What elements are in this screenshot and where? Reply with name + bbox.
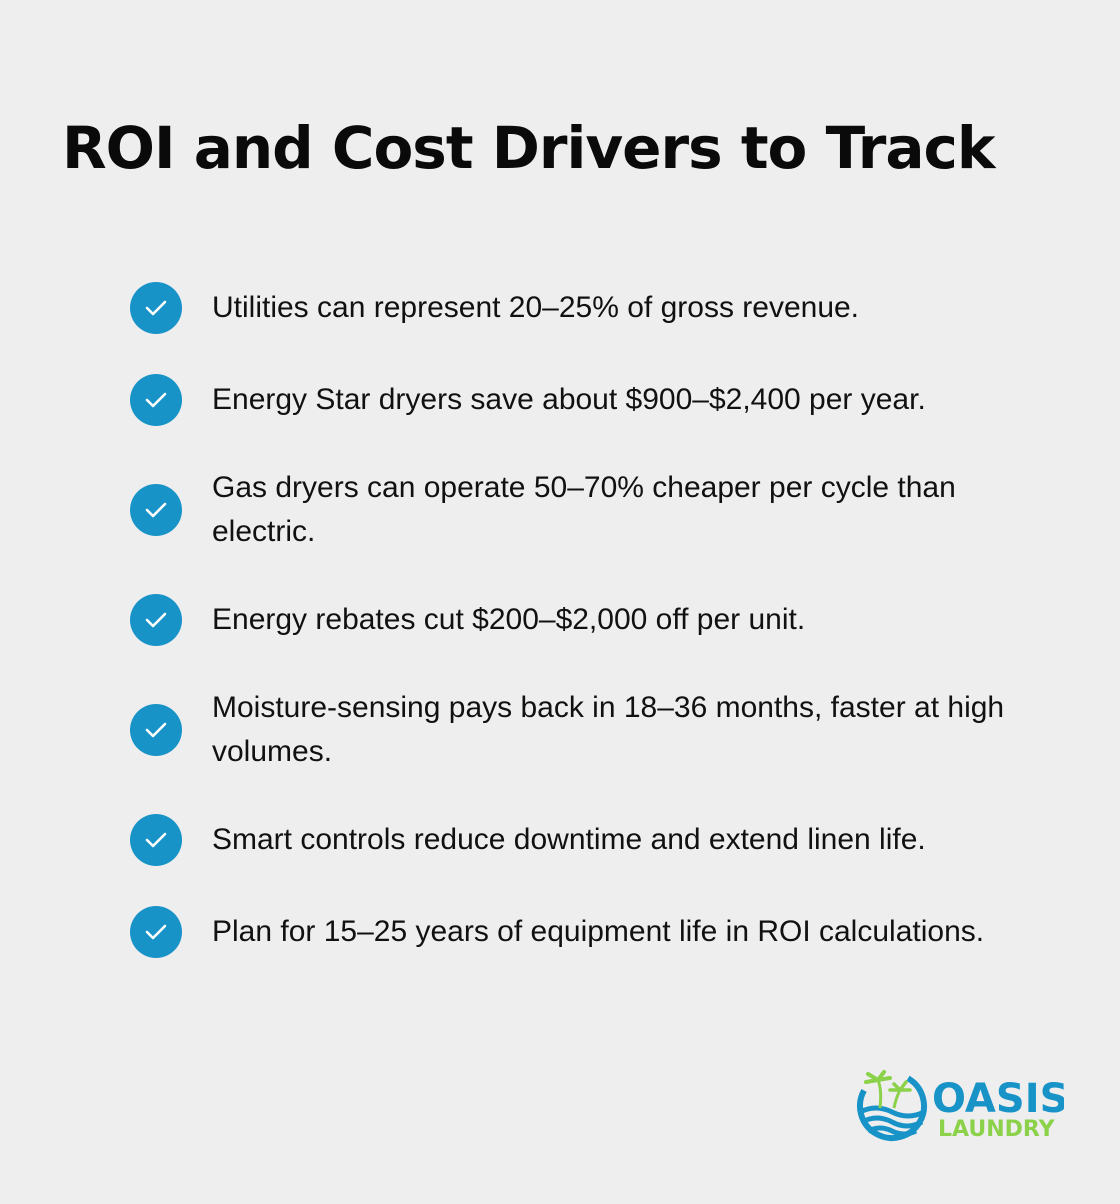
list-item: Moisture-sensing pays back in 18–36 mont… <box>130 686 1060 774</box>
list-item: Energy Star dryers save about $900–$2,40… <box>130 374 1060 426</box>
page-title: ROI and Cost Drivers to Track <box>62 114 995 182</box>
check-circle-icon <box>130 814 182 866</box>
check-circle-icon <box>130 704 182 756</box>
list-item: Utilities can represent 20–25% of gross … <box>130 282 1060 334</box>
list-item-text: Moisture-sensing pays back in 18–36 mont… <box>212 691 1005 768</box>
check-circle-icon <box>130 282 182 334</box>
check-circle-icon <box>130 374 182 426</box>
svg-text:OASIS: OASIS <box>932 1076 1064 1122</box>
check-circle-icon <box>130 484 182 536</box>
svg-text:LAUNDRY: LAUNDRY <box>938 1117 1056 1142</box>
list-item-text: Energy rebates cut $200–$2,000 off per u… <box>212 603 806 636</box>
list-item: Energy rebates cut $200–$2,000 off per u… <box>130 594 1060 646</box>
palm-tree-waves-icon: OASIS LAUNDRY <box>857 1070 1068 1142</box>
oasis-laundry-logo: OASIS LAUNDRY <box>854 1068 1068 1144</box>
list-item-text: Plan for 15–25 years of equipment life i… <box>212 915 985 948</box>
list-item: Gas dryers can operate 50–70% cheaper pe… <box>130 466 1060 554</box>
check-circle-icon <box>130 906 182 958</box>
list-item: Smart controls reduce downtime and exten… <box>130 814 1060 866</box>
check-circle-icon <box>130 594 182 646</box>
list-item-text: Energy Star dryers save about $900–$2,40… <box>212 383 926 416</box>
list-item-text: Gas dryers can operate 50–70% cheaper pe… <box>212 471 956 548</box>
list-item-text: Utilities can represent 20–25% of gross … <box>212 291 860 324</box>
list-item-text: Smart controls reduce downtime and exten… <box>212 823 926 856</box>
list-item: Plan for 15–25 years of equipment life i… <box>130 906 1060 958</box>
